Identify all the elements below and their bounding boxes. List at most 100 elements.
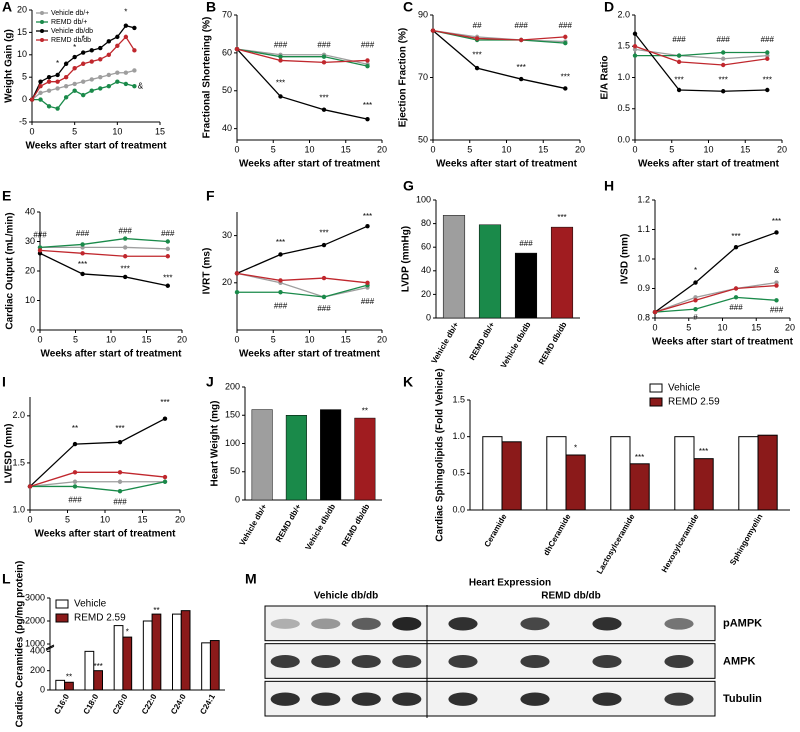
x-tick-label: 5 bbox=[669, 144, 674, 154]
bar bbox=[285, 415, 307, 501]
series-line bbox=[236, 272, 368, 298]
data-point bbox=[98, 86, 103, 91]
legend-marker bbox=[40, 20, 44, 24]
x-tick-label: 20 bbox=[377, 334, 387, 344]
series-line bbox=[29, 481, 165, 488]
bar bbox=[550, 226, 574, 319]
data-point bbox=[365, 116, 370, 122]
series-line bbox=[39, 249, 168, 257]
data-point bbox=[80, 271, 85, 277]
bar bbox=[209, 640, 220, 691]
data-point bbox=[676, 53, 682, 58]
bar bbox=[565, 454, 586, 511]
x-axis-label: Weeks after start of treatment bbox=[638, 159, 780, 170]
bar bbox=[738, 436, 759, 511]
x-tick-label: REMD db/db bbox=[340, 502, 372, 548]
data-point bbox=[132, 83, 137, 89]
y-tick-label: 1.0 bbox=[617, 72, 630, 82]
x-tick-label: 10 bbox=[106, 334, 116, 344]
bar bbox=[478, 224, 502, 319]
group-label: REMD db/db bbox=[541, 591, 600, 602]
blot-band bbox=[311, 654, 341, 669]
series-line bbox=[432, 29, 566, 44]
x-tick-label: 15 bbox=[538, 144, 548, 154]
annotation: ### bbox=[119, 226, 133, 235]
panel-letter: M bbox=[245, 571, 257, 587]
series-line bbox=[432, 29, 566, 43]
y-tick-label: 0.0 bbox=[452, 504, 465, 514]
panel-letter: I bbox=[2, 374, 6, 390]
series-line bbox=[29, 418, 166, 487]
bar bbox=[320, 409, 342, 501]
annotation: ### bbox=[672, 35, 686, 44]
annotation: *** bbox=[472, 51, 481, 60]
y-tick-label: 10 bbox=[17, 49, 27, 59]
data-point bbox=[765, 87, 770, 93]
data-point bbox=[46, 88, 52, 93]
y-tick-label: 3000 bbox=[25, 592, 45, 602]
data-point bbox=[63, 83, 69, 89]
y-tick-label: 20 bbox=[222, 277, 232, 287]
x-tick-label: C22:0 bbox=[140, 692, 159, 716]
y-tick-label: 2.0 bbox=[12, 410, 25, 420]
bar bbox=[180, 610, 191, 691]
legend-label: REMD db/db bbox=[51, 37, 91, 44]
x-tick-label: Sphingomyelin bbox=[728, 512, 765, 566]
data-point bbox=[278, 278, 283, 283]
data-point bbox=[72, 81, 77, 87]
annotation: # bbox=[693, 313, 698, 322]
series-line bbox=[236, 48, 368, 65]
annotation: *** bbox=[557, 213, 566, 222]
x-tick-label: Vehicle db/+ bbox=[238, 502, 269, 547]
data-point bbox=[55, 79, 60, 84]
x-tick-label: 0 bbox=[234, 334, 239, 344]
bar bbox=[693, 458, 714, 511]
blot-band bbox=[520, 654, 550, 669]
y-tick-label: 150 bbox=[225, 410, 240, 420]
bar bbox=[151, 613, 162, 691]
x-tick-label: 15 bbox=[341, 334, 351, 344]
data-point bbox=[81, 61, 86, 66]
data-point bbox=[63, 95, 69, 100]
y-tick-label: 5 bbox=[22, 72, 27, 82]
y-tick-label: 50 bbox=[230, 466, 240, 476]
data-point bbox=[721, 89, 726, 94]
x-tick-label: 5 bbox=[65, 514, 70, 524]
annotation: *** bbox=[635, 453, 644, 462]
annotation: ### bbox=[361, 297, 375, 306]
data-point bbox=[72, 54, 77, 60]
data-point bbox=[632, 44, 638, 49]
y-tick-label: 90 bbox=[418, 9, 428, 19]
annotation: & bbox=[774, 266, 780, 275]
data-point bbox=[774, 230, 779, 235]
bar bbox=[514, 252, 538, 319]
data-point bbox=[321, 242, 327, 248]
annotation: *** bbox=[160, 398, 169, 407]
data-point bbox=[123, 245, 128, 250]
series-line bbox=[236, 272, 368, 284]
x-axis-label: Weeks after start of treatment bbox=[41, 349, 183, 360]
y-tick-label: 50 bbox=[418, 134, 428, 144]
data-point bbox=[278, 94, 283, 99]
annotation: * bbox=[124, 7, 127, 16]
x-axis-label: Weeks after start of treatment bbox=[652, 337, 794, 348]
y-tick-label: 40 bbox=[421, 265, 431, 275]
data-point bbox=[115, 70, 120, 75]
annotation: *** bbox=[115, 424, 124, 433]
x-tick-label: 5 bbox=[271, 334, 276, 344]
legend-swatch bbox=[649, 397, 663, 407]
blot-band bbox=[592, 654, 622, 669]
x-tick-label: 10 bbox=[717, 322, 727, 332]
y-tick-label: 0.0 bbox=[617, 134, 630, 144]
data-point bbox=[693, 280, 698, 285]
y-axis-label: Cardiac Sphingolipids (Fold Vehicle) bbox=[435, 368, 446, 541]
x-tick-label: 15 bbox=[740, 144, 750, 154]
x-axis-label: Weeks after start of treatment bbox=[35, 529, 177, 540]
bar bbox=[501, 441, 522, 511]
y-axis-label: Heart Weight (mg) bbox=[210, 401, 221, 487]
bar bbox=[84, 650, 95, 691]
data-point bbox=[321, 275, 327, 281]
x-tick-label: 15 bbox=[141, 334, 151, 344]
annotation: *** bbox=[319, 228, 328, 237]
data-point bbox=[117, 470, 123, 475]
